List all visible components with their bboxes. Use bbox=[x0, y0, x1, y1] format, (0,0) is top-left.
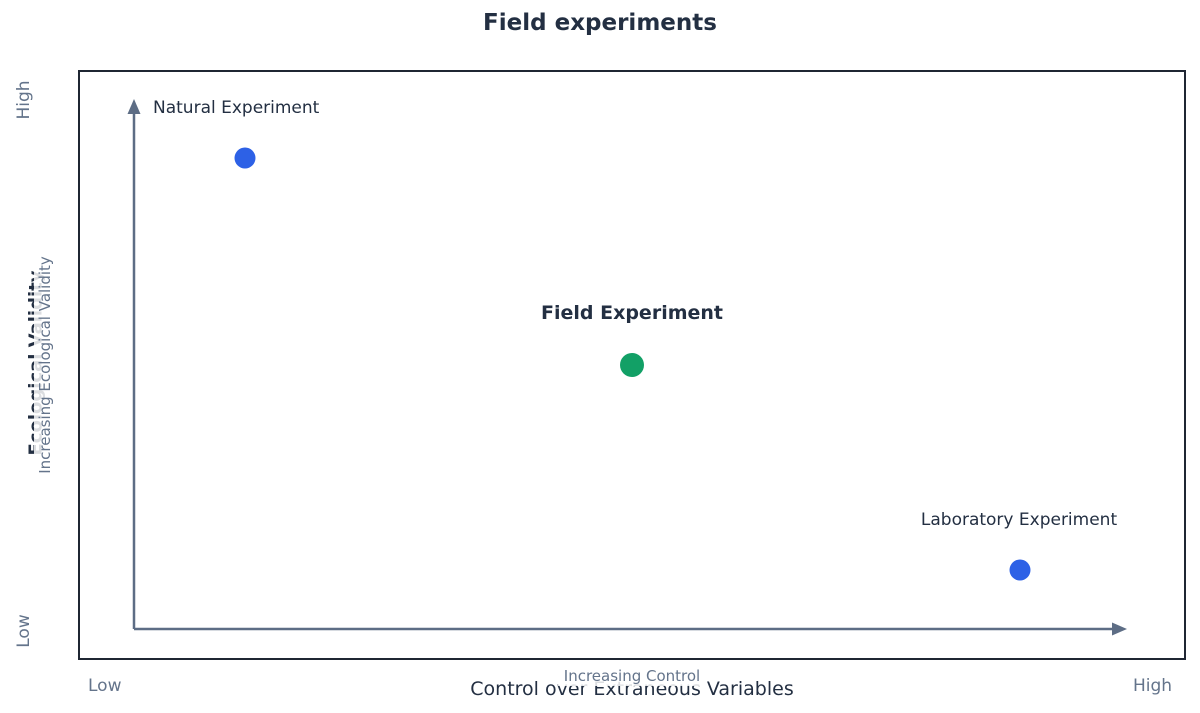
point-label-laboratory-experiment: Laboratory Experiment bbox=[920, 510, 1118, 530]
data-point-field-experiment bbox=[620, 353, 644, 377]
y-axis-annotation: Increasing Ecological Validity bbox=[34, 251, 56, 479]
data-point-laboratory-experiment bbox=[1009, 559, 1031, 581]
point-label-field-experiment: Field Experiment bbox=[540, 302, 724, 324]
x-axis-high-label: High bbox=[1133, 676, 1173, 696]
chart-title: Field experiments bbox=[483, 10, 717, 36]
x-axis-low-label: Low bbox=[88, 676, 122, 696]
y-axis-high-label: High bbox=[14, 80, 34, 120]
x-axis-title: Control over Extraneous Variables bbox=[470, 678, 794, 700]
data-point-natural-experiment bbox=[234, 147, 256, 169]
x-axis-annotation: Increasing Control bbox=[557, 666, 707, 686]
y-axis-low-label: Low bbox=[14, 614, 34, 648]
point-label-natural-experiment: Natural Experiment bbox=[153, 98, 320, 118]
